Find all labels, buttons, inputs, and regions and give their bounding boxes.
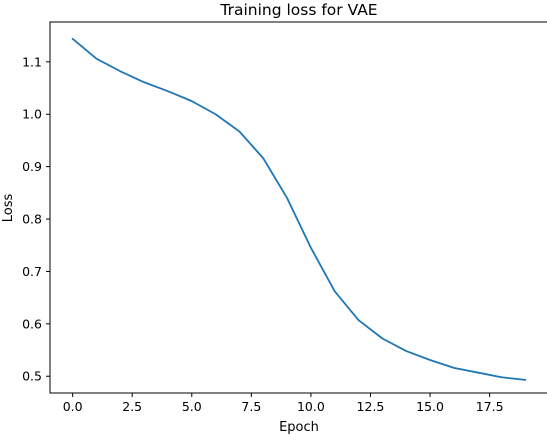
y-tick-label: 0.5 bbox=[22, 369, 42, 384]
series-group bbox=[71, 37, 527, 381]
x-tick-label: 0.0 bbox=[63, 399, 83, 414]
x-tick-label: 5.0 bbox=[182, 399, 202, 414]
x-tick-label: 10.0 bbox=[297, 399, 325, 414]
x-tick-label: 7.5 bbox=[241, 399, 261, 414]
ticks-group: 0.0 2.5 5.0 7.5 10.0 12.5 15.0 17.5 0.5 0.6 0.7 0.8… bbox=[22, 54, 503, 414]
y-tick-label: 0.9 bbox=[22, 159, 42, 174]
x-tick-label: 15.0 bbox=[416, 399, 444, 414]
x-tick-label: 2.5 bbox=[122, 399, 142, 414]
chart-title: Training loss for VAE bbox=[219, 1, 377, 19]
y-tick-label: 0.8 bbox=[22, 212, 42, 227]
loss-line bbox=[71, 37, 527, 381]
y-tick-label: 1.1 bbox=[22, 54, 42, 69]
x-tick-label: 12.5 bbox=[357, 399, 385, 414]
y-axis-label: Loss bbox=[1, 194, 16, 223]
y-tick-label: 0.7 bbox=[22, 264, 42, 279]
x-tick-label: 17.5 bbox=[476, 399, 504, 414]
plot-frame bbox=[49, 21, 547, 394]
y-tick-label: 1.0 bbox=[22, 107, 42, 122]
y-tick-label: 0.6 bbox=[22, 316, 42, 331]
x-axis-label: Epoch bbox=[279, 420, 319, 435]
